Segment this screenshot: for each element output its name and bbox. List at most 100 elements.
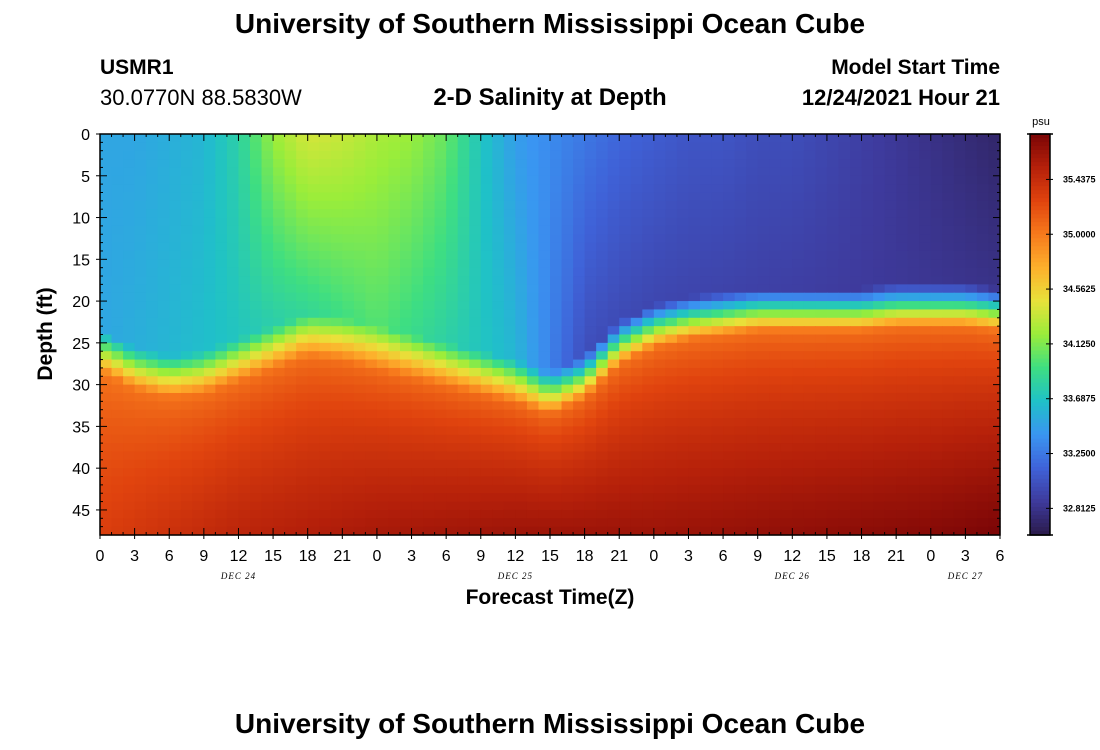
heatmap-cell <box>261 175 274 185</box>
heatmap-cell <box>896 451 909 461</box>
heatmap-cell <box>157 276 170 285</box>
heatmap-cell <box>526 501 540 511</box>
heatmap-cell <box>169 493 182 503</box>
colorbar-swatch <box>1030 198 1050 203</box>
heatmap-cell <box>457 409 470 419</box>
heatmap-cell <box>273 309 286 319</box>
heatmap-cell <box>376 167 390 177</box>
heatmap-cell <box>330 518 343 528</box>
heatmap-cell <box>203 392 216 402</box>
heatmap-cell <box>711 476 724 486</box>
heatmap-cell <box>492 250 505 260</box>
heatmap-cell <box>930 317 943 327</box>
heatmap-cell <box>261 501 274 511</box>
heatmap-cell <box>503 301 516 311</box>
heatmap-cell <box>757 292 770 302</box>
heatmap-cell <box>619 175 632 185</box>
heatmap-cell <box>826 175 840 185</box>
heatmap-cell <box>330 167 343 177</box>
heatmap-cell <box>423 426 436 436</box>
heatmap-cell <box>157 200 170 210</box>
heatmap-cell <box>642 175 655 185</box>
heatmap-cell <box>388 493 401 503</box>
heatmap-cell <box>723 459 736 469</box>
heatmap-cell <box>284 376 297 386</box>
heatmap-cell <box>965 359 978 369</box>
heatmap-cell <box>561 242 574 252</box>
colorbar-swatch <box>1030 166 1050 171</box>
heatmap-cell <box>353 359 366 369</box>
heatmap-cell <box>734 159 747 169</box>
heatmap-cell <box>976 476 990 486</box>
heatmap-cell <box>896 367 909 377</box>
heatmap-cell <box>630 134 643 143</box>
heatmap-cell <box>111 401 124 411</box>
heatmap-cell <box>584 175 597 185</box>
heatmap-cell <box>226 192 240 202</box>
heatmap-cell <box>434 518 447 528</box>
heatmap-cell <box>573 351 586 361</box>
heatmap-cell <box>792 451 805 461</box>
heatmap-cell <box>353 484 366 494</box>
heatmap-cell <box>700 184 713 194</box>
heatmap-cell <box>907 175 920 185</box>
heatmap-cell <box>526 526 540 536</box>
heatmap-cell <box>296 284 309 294</box>
heatmap-cell <box>838 351 851 361</box>
heatmap-cell <box>180 443 193 453</box>
heatmap-cell <box>376 376 390 386</box>
heatmap-cell <box>596 217 609 227</box>
heatmap-cell <box>653 493 666 503</box>
heatmap-cell <box>388 384 401 394</box>
heatmap-cell <box>907 225 920 235</box>
heatmap-cell <box>503 376 516 386</box>
heatmap-cell <box>526 468 540 478</box>
heatmap-cell <box>480 250 493 260</box>
heatmap-cell <box>884 326 897 336</box>
heatmap-cell <box>365 501 378 511</box>
heatmap-cell <box>630 292 643 302</box>
heatmap-cell <box>250 134 263 143</box>
heatmap-cell <box>884 167 897 177</box>
heatmap-cell <box>907 418 920 427</box>
heatmap-cell <box>780 276 793 285</box>
heatmap-cell <box>976 309 990 319</box>
heatmap-cell <box>446 192 459 202</box>
heatmap-cell <box>850 250 863 260</box>
heatmap-cell <box>215 384 228 394</box>
colorbar-swatch <box>1030 406 1050 412</box>
heatmap-cell <box>480 484 493 494</box>
heatmap-cell <box>792 225 805 235</box>
heatmap-cell <box>423 167 436 177</box>
colorbar-swatch <box>1030 314 1050 320</box>
heatmap-cell <box>203 159 216 169</box>
heatmap-cell <box>815 225 828 235</box>
heatmap-cell <box>826 484 840 494</box>
heatmap-cell <box>803 225 816 235</box>
heatmap-cell <box>146 259 159 269</box>
heatmap-cell <box>619 518 632 528</box>
heatmap-cell <box>457 443 470 453</box>
heatmap-cell <box>676 509 690 519</box>
heatmap-cell <box>307 376 320 386</box>
heatmap-cell <box>976 434 990 444</box>
heatmap-cell <box>434 309 447 319</box>
heatmap-cell <box>861 259 874 269</box>
heatmap-cell <box>630 501 643 511</box>
colorbar-swatch <box>1030 378 1050 384</box>
heatmap-cell <box>273 342 286 352</box>
heatmap-cell <box>203 134 216 143</box>
heatmap-cell <box>330 493 343 503</box>
heatmap-cell <box>134 351 147 361</box>
heatmap-cell <box>446 167 459 177</box>
heatmap-cell <box>296 367 309 377</box>
heatmap-cell <box>734 209 747 219</box>
heatmap-cell <box>319 150 332 160</box>
heatmap-cell <box>134 501 147 511</box>
heatmap-cell <box>307 342 320 352</box>
heatmap-cell <box>907 359 920 369</box>
heatmap-cell <box>203 401 216 411</box>
heatmap-cell <box>596 359 609 369</box>
heatmap-cell <box>526 284 540 294</box>
heatmap-cell <box>873 468 886 478</box>
